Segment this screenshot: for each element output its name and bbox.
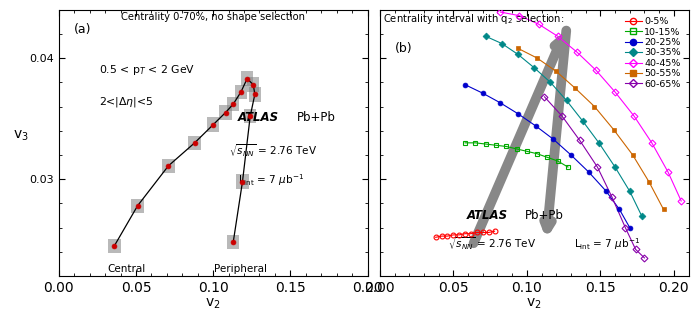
Legend: 0-5%, 10-15%, 20-25%, 30-35%, 40-45%, 50-55%, 60-65%: 0-5%, 10-15%, 20-25%, 30-35%, 40-45%, 50…: [621, 14, 684, 91]
Y-axis label: v$_3$: v$_3$: [13, 128, 29, 143]
Bar: [188, 135, 201, 150]
Text: ATLAS: ATLAS: [238, 111, 279, 124]
Bar: [162, 159, 174, 173]
Text: L$_{\rm int}$ = 7 $\mu$b$^{-1}$: L$_{\rm int}$ = 7 $\mu$b$^{-1}$: [574, 236, 641, 252]
Text: Peripheral: Peripheral: [215, 264, 267, 274]
Bar: [235, 85, 247, 99]
Text: (a): (a): [74, 23, 92, 36]
X-axis label: v$_2$: v$_2$: [527, 296, 542, 311]
Text: (b): (b): [395, 42, 413, 55]
Bar: [227, 97, 239, 111]
Bar: [131, 199, 144, 213]
Text: 0.5 < p$_{T}$ < 2 GeV: 0.5 < p$_{T}$ < 2 GeV: [99, 63, 195, 77]
X-axis label: v$_2$: v$_2$: [206, 296, 221, 311]
Text: Central: Central: [107, 264, 146, 274]
Bar: [247, 77, 260, 92]
Bar: [207, 117, 219, 132]
Bar: [248, 87, 261, 102]
Text: 2<|$\Delta\eta$|<5: 2<|$\Delta\eta$|<5: [99, 95, 153, 109]
Bar: [244, 109, 256, 124]
Bar: [241, 71, 253, 86]
Text: Pb+Pb: Pb+Pb: [296, 111, 336, 124]
Bar: [227, 235, 239, 249]
Text: L$_{\rm int}$ = 7 $\mu$b$^{-1}$: L$_{\rm int}$ = 7 $\mu$b$^{-1}$: [238, 172, 304, 188]
Bar: [108, 239, 120, 253]
Text: $\sqrt{s_{NN}}$ = 2.76 TeV: $\sqrt{s_{NN}}$ = 2.76 TeV: [448, 236, 536, 252]
Text: ATLAS: ATLAS: [466, 209, 507, 222]
Text: Pb+Pb: Pb+Pb: [525, 209, 564, 222]
Text: $\sqrt{s_{NN}}$ = 2.76 TeV: $\sqrt{s_{NN}}$ = 2.76 TeV: [228, 143, 317, 159]
Text: Centrality 0-70%, no shape selection: Centrality 0-70%, no shape selection: [121, 12, 305, 22]
Text: Centrality interval with q$_2$ selection:: Centrality interval with q$_2$ selection…: [383, 12, 564, 26]
Bar: [236, 174, 248, 189]
Bar: [219, 105, 232, 120]
